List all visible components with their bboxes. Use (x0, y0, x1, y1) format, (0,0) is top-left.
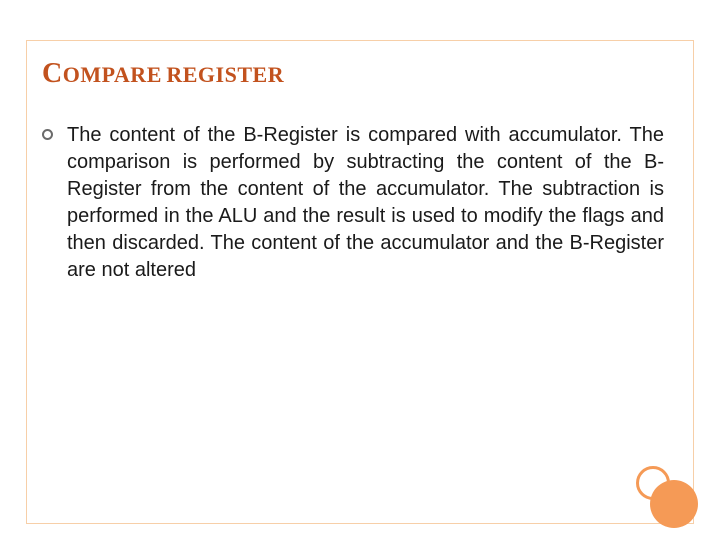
title-word1-rest: OMPARE (63, 62, 162, 87)
bullet-item: The content of the B-Register is compare… (42, 122, 664, 284)
bullet-ring-icon (42, 129, 53, 140)
corner-decoration (634, 464, 698, 528)
slide-title: COMPARE REGISTER (42, 58, 284, 90)
title-word1-first: C (42, 58, 63, 89)
slide-content: The content of the B-Register is compare… (42, 122, 664, 284)
deco-circle-icon (650, 480, 698, 528)
title-word2: REGISTER (166, 62, 284, 87)
body-text: The content of the B-Register is compare… (67, 122, 664, 284)
slide: COMPARE REGISTER The content of the B-Re… (0, 0, 720, 540)
